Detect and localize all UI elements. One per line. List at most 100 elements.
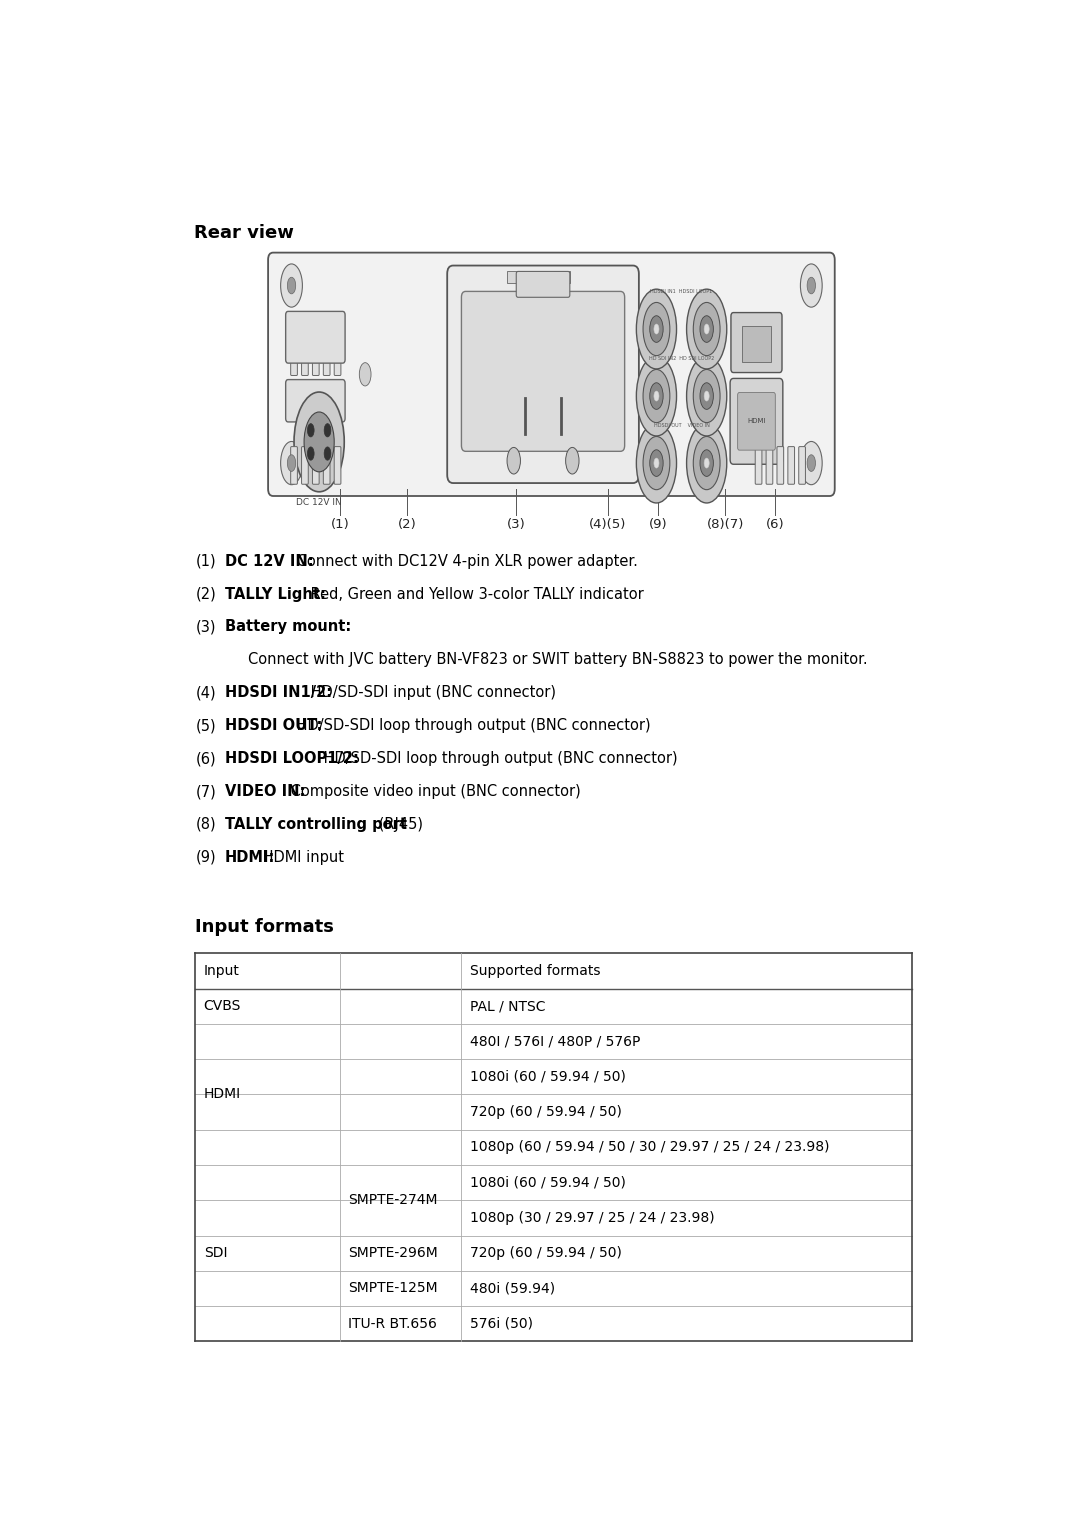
- Text: (RJ45): (RJ45): [374, 817, 422, 832]
- Text: HDSDI LOOP1/2:: HDSDI LOOP1/2:: [225, 751, 359, 767]
- Text: (7): (7): [195, 783, 216, 799]
- Text: HDMI input: HDMI input: [258, 851, 345, 864]
- Text: Connect with DC12V 4-pin XLR power adapter.: Connect with DC12V 4-pin XLR power adapt…: [293, 554, 638, 568]
- Text: (8)(7): (8)(7): [706, 518, 744, 531]
- Ellipse shape: [636, 356, 676, 435]
- Text: 576i (50): 576i (50): [470, 1316, 532, 1330]
- Text: (3): (3): [195, 620, 216, 634]
- Ellipse shape: [643, 370, 670, 423]
- Text: SMPTE-274M: SMPTE-274M: [349, 1193, 437, 1208]
- Text: (6): (6): [195, 751, 216, 767]
- FancyBboxPatch shape: [312, 446, 320, 484]
- Text: HDMI: HDMI: [204, 1087, 241, 1101]
- Ellipse shape: [654, 458, 659, 469]
- Bar: [507, 272, 524, 282]
- Text: HDSDI IN1  HDSDI LOOP1: HDSDI IN1 HDSDI LOOP1: [650, 289, 713, 293]
- Ellipse shape: [566, 447, 579, 473]
- Text: 480i (59.94): 480i (59.94): [470, 1281, 555, 1295]
- Text: (8): (8): [195, 817, 216, 832]
- Text: HD/SD-SDI loop through output (BNC connector): HD/SD-SDI loop through output (BNC conne…: [293, 718, 651, 733]
- Ellipse shape: [636, 289, 676, 370]
- FancyBboxPatch shape: [730, 379, 783, 464]
- Ellipse shape: [360, 363, 372, 386]
- Ellipse shape: [704, 391, 710, 402]
- Bar: [742, 325, 771, 362]
- Text: 1080p (30 / 29.97 / 25 / 24 / 23.98): 1080p (30 / 29.97 / 25 / 24 / 23.98): [470, 1211, 715, 1225]
- Ellipse shape: [281, 264, 302, 307]
- FancyBboxPatch shape: [755, 446, 761, 484]
- Ellipse shape: [650, 316, 663, 342]
- Text: DC 12V IN:: DC 12V IN:: [225, 554, 313, 568]
- Ellipse shape: [654, 324, 659, 334]
- Ellipse shape: [687, 289, 727, 370]
- Ellipse shape: [700, 450, 714, 476]
- FancyBboxPatch shape: [516, 272, 570, 298]
- Ellipse shape: [643, 302, 670, 356]
- FancyBboxPatch shape: [334, 322, 341, 376]
- Text: HDSDI IN1/2:: HDSDI IN1/2:: [225, 686, 332, 701]
- Text: (2): (2): [397, 518, 417, 531]
- Text: HD/SD-SDI input (BNC connector): HD/SD-SDI input (BNC connector): [306, 686, 556, 701]
- Ellipse shape: [324, 423, 330, 437]
- Ellipse shape: [287, 455, 296, 472]
- FancyBboxPatch shape: [799, 446, 806, 484]
- Ellipse shape: [700, 383, 714, 409]
- FancyBboxPatch shape: [285, 380, 346, 421]
- FancyBboxPatch shape: [323, 322, 330, 376]
- FancyBboxPatch shape: [334, 446, 341, 484]
- Ellipse shape: [305, 412, 334, 472]
- Ellipse shape: [650, 383, 663, 409]
- Text: VIDEO IN:: VIDEO IN:: [225, 783, 305, 799]
- FancyBboxPatch shape: [788, 446, 795, 484]
- Text: HDMI:: HDMI:: [225, 851, 275, 864]
- Ellipse shape: [643, 437, 670, 490]
- Text: PAL / NTSC: PAL / NTSC: [470, 999, 545, 1014]
- Text: 1080i (60 / 59.94 / 50): 1080i (60 / 59.94 / 50): [470, 1176, 625, 1190]
- Text: HDSDI OUT    VIDEO IN: HDSDI OUT VIDEO IN: [653, 423, 710, 428]
- Text: (6): (6): [766, 518, 784, 531]
- FancyBboxPatch shape: [738, 392, 775, 450]
- Ellipse shape: [800, 441, 822, 484]
- Ellipse shape: [693, 370, 720, 423]
- Text: Connect with JVC battery BN-VF823 or SWIT battery BN-S8823 to power the monitor.: Connect with JVC battery BN-VF823 or SWI…: [248, 652, 867, 667]
- Ellipse shape: [308, 447, 314, 460]
- Text: HDSDI OUT:: HDSDI OUT:: [225, 718, 322, 733]
- Ellipse shape: [807, 278, 815, 293]
- FancyBboxPatch shape: [447, 266, 639, 483]
- Ellipse shape: [281, 441, 302, 484]
- FancyBboxPatch shape: [461, 292, 624, 452]
- Ellipse shape: [687, 423, 727, 502]
- Ellipse shape: [507, 447, 521, 473]
- Text: SMPTE-125M: SMPTE-125M: [349, 1281, 438, 1295]
- FancyBboxPatch shape: [291, 322, 297, 376]
- Text: Rear view: Rear view: [193, 224, 294, 243]
- FancyBboxPatch shape: [301, 322, 308, 376]
- Ellipse shape: [700, 316, 714, 342]
- Ellipse shape: [693, 437, 720, 490]
- Bar: [530, 272, 548, 282]
- Ellipse shape: [800, 264, 822, 307]
- Text: Red, Green and Yellow 3-color TALLY indicator: Red, Green and Yellow 3-color TALLY indi…: [306, 586, 644, 602]
- Ellipse shape: [704, 458, 710, 469]
- Ellipse shape: [650, 450, 663, 476]
- Text: (4)(5): (4)(5): [590, 518, 626, 531]
- Text: (9): (9): [195, 851, 216, 864]
- Ellipse shape: [693, 302, 720, 356]
- Ellipse shape: [654, 391, 659, 402]
- Text: ITU-R BT.656: ITU-R BT.656: [349, 1316, 437, 1330]
- Text: Composite video input (BNC connector): Composite video input (BNC connector): [285, 783, 580, 799]
- Text: SMPTE-296M: SMPTE-296M: [349, 1246, 438, 1260]
- Text: 1080p (60 / 59.94 / 50 / 30 / 29.97 / 25 / 24 / 23.98): 1080p (60 / 59.94 / 50 / 30 / 29.97 / 25…: [470, 1141, 829, 1154]
- Ellipse shape: [308, 423, 314, 437]
- FancyBboxPatch shape: [731, 313, 782, 373]
- Ellipse shape: [294, 392, 345, 492]
- FancyBboxPatch shape: [268, 252, 835, 496]
- Text: (4): (4): [195, 686, 216, 701]
- Text: (1): (1): [330, 518, 350, 531]
- Text: HD SDI IN2  HD SDI LOOP2: HD SDI IN2 HD SDI LOOP2: [649, 356, 714, 360]
- FancyBboxPatch shape: [777, 446, 784, 484]
- Text: HD/SD-SDI loop through output (BNC connector): HD/SD-SDI loop through output (BNC conne…: [320, 751, 678, 767]
- Text: DC 12V IN: DC 12V IN: [296, 498, 342, 507]
- FancyBboxPatch shape: [291, 446, 297, 484]
- Text: Input formats: Input formats: [195, 918, 334, 936]
